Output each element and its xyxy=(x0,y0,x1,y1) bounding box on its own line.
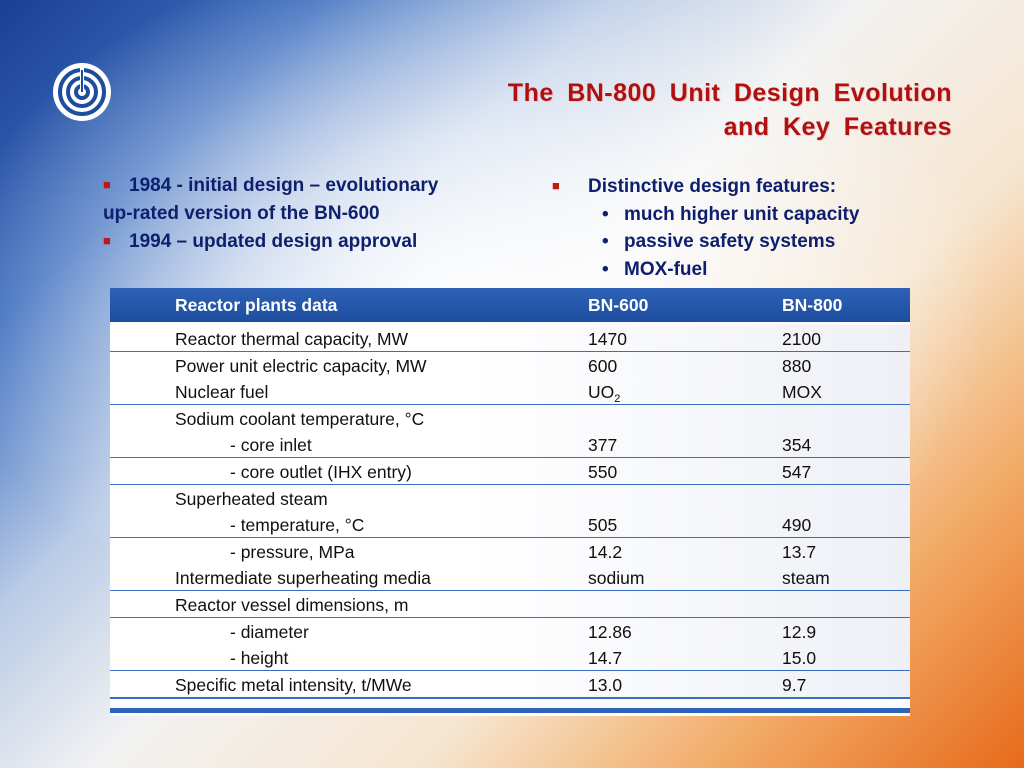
row-label: Intermediate superheating media xyxy=(175,568,431,589)
table-row: Superheated steam xyxy=(110,484,910,513)
square-bullet-icon: ■ xyxy=(552,178,560,193)
bullet-item: ■ 1994 – updated design approval xyxy=(103,227,523,256)
header-bn600: BN-600 xyxy=(588,295,649,315)
cell-bn800: 12.9 xyxy=(782,621,817,642)
sub-bullet-item: • much higher unit capacity xyxy=(552,201,952,229)
table-row: - diameter 12.86 12.9 xyxy=(110,617,910,646)
row-label: Specific metal intensity, t/MWe xyxy=(175,674,412,695)
bullet-item: ■ 1984 - initial design – evolutionary xyxy=(103,171,523,200)
row-label: Reactor thermal capacity, MW xyxy=(175,329,409,349)
header-parameter: Reactor plants data xyxy=(175,295,338,315)
row-label: - core inlet xyxy=(230,435,312,456)
dot-bullet-icon: • xyxy=(602,258,609,280)
square-bullet-icon: ■ xyxy=(103,233,111,248)
cell-bn600: 14.2 xyxy=(588,541,623,562)
dot-bullet-icon: • xyxy=(602,231,609,252)
concentric-circles-logo-icon xyxy=(52,62,112,122)
row-label: Power unit electric capacity, MW xyxy=(175,355,427,376)
table-bottom-rule xyxy=(110,708,910,713)
reactor-data-table: Reactor plants data BN-600 BN-800 Reacto… xyxy=(110,288,910,716)
row-label: - diameter xyxy=(230,621,309,642)
cell-bn800: 9.7 xyxy=(782,674,807,695)
table-row: - core outlet (IHX entry) 550 547 xyxy=(110,458,910,486)
cell-bn800: 2100 xyxy=(782,329,821,349)
cell-bn800: MOX xyxy=(782,382,822,403)
row-label: - height xyxy=(230,648,289,669)
cell-bn800: steam xyxy=(782,568,830,589)
table-header: Reactor plants data BN-600 BN-800 xyxy=(110,288,910,322)
slide-title-line1: The BN-800 Unit Design Evolution xyxy=(507,79,952,107)
slide-title-line2: and Key Features xyxy=(723,113,952,141)
table-row: Reactor thermal capacity, MW 1470 2100 xyxy=(110,325,910,353)
sub-bullet-item: • passive safety systems xyxy=(552,228,952,256)
table-row: - height 14.7 15.0 xyxy=(110,644,910,673)
cell-bn600: 12.86 xyxy=(588,621,632,642)
row-label: - pressure, MPa xyxy=(230,541,355,562)
slide-title: The BN-800 Unit Design Evolution and Key… xyxy=(432,76,952,144)
cell-bn600: 377 xyxy=(588,435,618,456)
cell-bn800: 547 xyxy=(782,462,812,482)
row-label: Sodium coolant temperature, °C xyxy=(175,408,425,429)
cell-bn600: 13.0 xyxy=(588,674,623,695)
left-bullet-list: ■ 1984 - initial design – evolutionary up… xyxy=(103,171,523,256)
bullet-heading: ■ Distinctive design features: xyxy=(552,172,952,201)
cell-bn600: UO2 xyxy=(588,382,621,406)
right-bullet-list: ■ Distinctive design features: • much high… xyxy=(552,172,952,283)
table-row: Power unit electric capacity, MW 600 880 xyxy=(110,351,910,380)
table-row: - temperature, °C 505 490 xyxy=(110,511,910,540)
cell-bn600: 505 xyxy=(588,515,618,536)
cell-bn800: 490 xyxy=(782,515,812,536)
sub-bullet-item: • MOX-fuel xyxy=(552,256,952,284)
row-label: Reactor vessel dimensions, m xyxy=(175,595,409,615)
cell-bn600: 14.7 xyxy=(588,648,623,669)
cell-bn800: 880 xyxy=(782,355,812,376)
bullet-item-continuation: up-rated version of the BN-600 xyxy=(103,202,380,224)
table-row: - pressure, MPa 14.2 13.7 xyxy=(110,537,910,566)
row-label: Superheated steam xyxy=(175,488,328,509)
table-row: Reactor vessel dimensions, m xyxy=(110,591,910,619)
table-row: Intermediate superheating media sodium ste… xyxy=(110,564,910,593)
table-row: Specific metal intensity, t/MWe 13.0 9.7 xyxy=(110,670,910,699)
square-bullet-icon: ■ xyxy=(103,177,111,192)
header-bn800: BN-800 xyxy=(782,295,843,315)
row-label: - core outlet (IHX entry) xyxy=(230,462,412,482)
table-row: - core inlet 377 354 xyxy=(110,431,910,460)
table-row: Nuclear fuel UO2 MOX xyxy=(110,378,910,407)
table-row: Sodium coolant temperature, °C xyxy=(110,404,910,433)
cell-bn800: 13.7 xyxy=(782,541,817,562)
row-label: - temperature, °C xyxy=(230,515,365,536)
row-label: Nuclear fuel xyxy=(175,382,269,403)
cell-bn600: 600 xyxy=(588,355,618,376)
cell-bn800: 15.0 xyxy=(782,648,817,669)
cell-bn600: 550 xyxy=(588,462,618,482)
dot-bullet-icon: • xyxy=(602,203,609,225)
cell-bn600: sodium xyxy=(588,568,645,589)
cell-bn600: 1470 xyxy=(588,329,627,349)
cell-bn800: 354 xyxy=(782,435,812,456)
